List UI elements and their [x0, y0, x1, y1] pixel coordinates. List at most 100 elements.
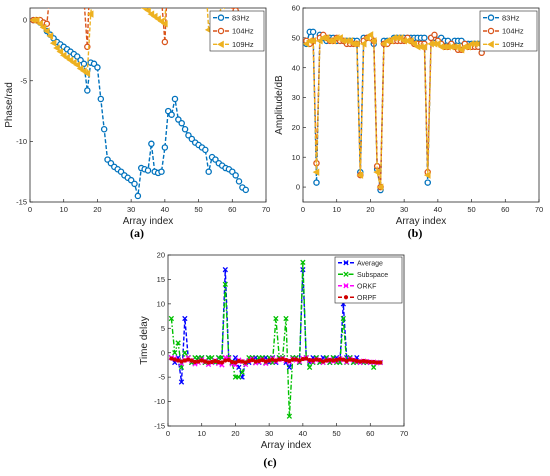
data-point-ORPF [206, 360, 211, 365]
data-point-109Hz [316, 37, 323, 45]
data-point-ORPF [253, 359, 258, 364]
data-point-ORPF [233, 360, 238, 365]
data-point-ORPF [246, 358, 252, 364]
data-point-109Hz [336, 34, 343, 42]
data-point-109Hz [386, 37, 394, 45]
x-tick-label: 0 [28, 205, 32, 214]
data-point-83Hz [313, 179, 320, 186]
data-point-ORPF [358, 359, 363, 364]
x-tick-label: 0 [301, 205, 305, 214]
data-point-109Hz [43, 27, 50, 35]
data-point-83Hz [144, 167, 152, 174]
data-point-ORPF [172, 357, 177, 362]
x-axis-label: Array index [123, 216, 174, 227]
data-point-109Hz [36, 20, 43, 28]
legend-swatch-marker [217, 27, 225, 35]
y-tick-label: 10 [292, 153, 300, 162]
data-point-Average [178, 379, 185, 385]
data-point-ORPF [223, 358, 228, 363]
data-point-109Hz [83, 69, 91, 78]
data-point-ORPF [196, 359, 201, 364]
data-point-ORPF [283, 357, 289, 363]
data-point-109Hz [135, 0, 140, 4]
data-point-ORPF [209, 359, 214, 365]
chart-panel-1: 0 10 20 30 40 50 60 70 0 10 20 30 40 50 60 Array index A… [274, 4, 543, 240]
x-tick-label: 10 [60, 205, 68, 214]
x-tick-label: 60 [501, 205, 509, 214]
y-tick-label: -10 [154, 397, 165, 406]
data-point-109Hz [140, 8, 148, 12]
data-point-104Hz [230, 8, 235, 9]
data-point-109Hz [73, 61, 80, 69]
data-point-ORPF [354, 358, 359, 364]
data-point-109Hz [143, 8, 145, 9]
data-point-83Hz [202, 146, 209, 154]
legend-swatch-marker [343, 295, 349, 300]
data-point-109Hz [56, 47, 64, 56]
data-point-104Hz [159, 0, 164, 1]
data-point-ORPF [280, 356, 285, 362]
x-tick-label: 10 [333, 205, 341, 214]
data-point-109Hz [309, 37, 316, 45]
data-point-83Hz [84, 87, 91, 94]
data-point-109Hz [363, 34, 370, 42]
legend-swatch-marker [217, 40, 224, 49]
data-point-Subspace [273, 315, 279, 322]
data-point-104Hz [226, 0, 231, 5]
y-tick-label: 0 [161, 348, 165, 357]
data-point-109Hz [76, 64, 84, 73]
data-point-109Hz [80, 67, 87, 75]
legend-label: Subspace [357, 272, 388, 279]
data-point-104Hz [431, 31, 438, 39]
data-point-Subspace [239, 369, 245, 375]
data-point-ORPF [176, 358, 181, 363]
legend-label: ORKF [357, 283, 376, 290]
data-point-ORPF [192, 359, 198, 365]
data-point-109Hz [303, 40, 310, 48]
x-axis-label: Array index [396, 216, 447, 227]
data-point-83Hz [148, 140, 155, 148]
legend-label: ORPF [357, 295, 376, 302]
legend-label: 83Hz [502, 13, 520, 22]
data-point-ORPF [307, 357, 312, 363]
data-point-104Hz [161, 38, 169, 46]
data-point-104Hz [152, 0, 157, 3]
legend: 83Hz 104Hz 109Hz [479, 10, 538, 52]
data-point-Subspace [182, 350, 188, 356]
data-point-ORPF [199, 358, 204, 363]
data-point-Subspace [300, 259, 306, 265]
data-point-ORPF [351, 357, 356, 363]
data-point-83Hz [235, 178, 243, 185]
data-point-ORPF [267, 358, 272, 363]
data-point-ORPF [260, 357, 265, 363]
data-point-ORPF [344, 358, 349, 364]
legend-swatch-marker [487, 14, 495, 21]
series-layer [168, 259, 384, 419]
y-tick-label: 0 [296, 183, 300, 192]
data-point-ORPF [270, 357, 275, 362]
data-point-109Hz [157, 17, 165, 26]
data-point-109Hz [144, 8, 151, 15]
data-point-83Hz [232, 172, 239, 179]
x-tick-label: 70 [262, 205, 270, 214]
data-point-83Hz [161, 144, 169, 151]
x-tick-label: 70 [535, 205, 543, 214]
data-point-109Hz [147, 10, 155, 18]
data-point-83Hz [94, 64, 101, 71]
data-point-109Hz [356, 171, 364, 179]
data-point-109Hz [353, 40, 360, 48]
data-point-Average [232, 354, 239, 361]
data-point-109Hz [464, 43, 472, 51]
data-point-109Hz [70, 58, 77, 67]
data-point-ORPF [202, 359, 208, 364]
data-point-109Hz [423, 171, 431, 179]
data-point-ORPF [364, 359, 370, 364]
y-tick-label: 60 [292, 4, 300, 13]
data-point-ORPF [324, 358, 329, 363]
data-point-83Hz [80, 60, 88, 68]
data-point-ORPF [368, 359, 373, 365]
data-point-Subspace [283, 315, 289, 322]
y-tick-label: -15 [154, 422, 165, 431]
y-tick-label: 5 [161, 324, 165, 333]
data-point-Subspace [172, 350, 178, 356]
